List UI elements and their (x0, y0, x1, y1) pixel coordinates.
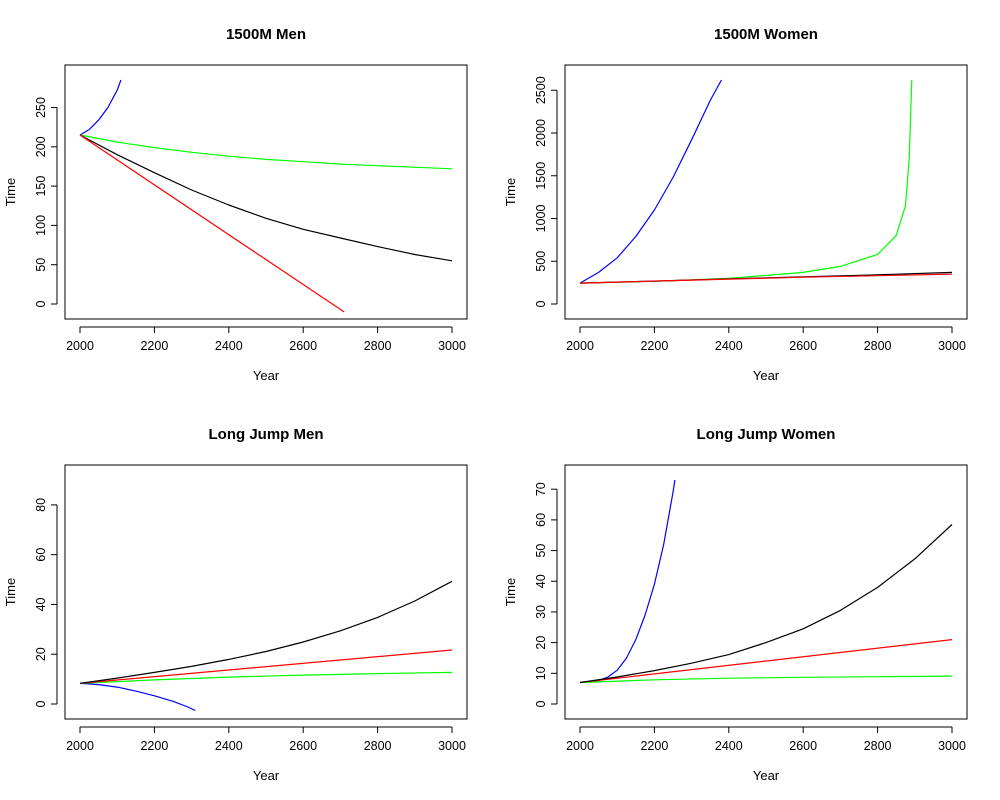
chart-panel-1500m-men: 1500M Men 2000 2200 2400 2600 2800 3000 0 50 100… (3, 26, 468, 383)
series-line (579, 79, 913, 284)
chart-title: 1500M Women (714, 26, 818, 43)
chart-title: 1500M Men (226, 26, 306, 43)
y-axis-label: Time (503, 178, 518, 206)
series-line (79, 134, 453, 262)
series-line (79, 649, 453, 684)
x-tick-label: 2800 (364, 739, 392, 753)
series-line (79, 580, 453, 684)
x-tick-label: 2800 (864, 339, 892, 353)
x-tick-label: 2200 (640, 339, 668, 353)
y-axis-label: Time (503, 578, 518, 606)
x-tick-label: 2400 (215, 739, 243, 753)
x-axis-label: Year (753, 768, 780, 783)
y-tick-label: 150 (34, 176, 48, 197)
y-tick-label: 20 (34, 647, 48, 661)
x-tick-label: 3000 (938, 739, 966, 753)
x-tick-label: 2200 (140, 739, 168, 753)
plot-frame (564, 464, 968, 720)
x-axis-label: Year (253, 368, 280, 383)
y-axis-label: Time (3, 178, 18, 206)
y-tick-label: 50 (534, 544, 548, 558)
axis-ticks: 2000 2200 2400 2600 2800 3000 0 500 1000 1500 2000… (534, 76, 966, 353)
y-tick-label: 10 (534, 666, 548, 680)
x-tick-label: 2000 (66, 739, 94, 753)
axis-ticks: 2000 2200 2400 2600 2800 3000 0 20 40 60 80 (34, 498, 466, 753)
y-tick-label: 40 (534, 574, 548, 588)
y-tick-label: 30 (534, 605, 548, 619)
y-tick-label: 0 (534, 700, 548, 707)
series-line (79, 134, 453, 170)
series-line (79, 671, 453, 684)
y-tick-label: 200 (34, 136, 48, 157)
x-tick-label: 2400 (715, 739, 743, 753)
x-tick-label: 2600 (289, 339, 317, 353)
chart-panel-1500m-women: 1500M Women 2000 2200 2400 2600 2800 3000 0 500… (503, 26, 968, 383)
y-tick-label: 250 (34, 97, 48, 118)
chart-panel-long-jump-men: Long Jump Men 2000 2200 2400 2600 2800 300002… (3, 426, 468, 783)
axis-ticks: 2000 2200 2400 2600 2800 3000 0 50 100 150 200 250 (34, 97, 466, 353)
y-tick-label: 70 (534, 482, 548, 496)
x-tick-label: 2400 (715, 339, 743, 353)
axis-ticks: 2000 2200 2400 2600 2800 3000 0 10 20 30 40 50 60 70 (534, 482, 966, 753)
y-tick-label: 0 (34, 700, 48, 707)
y-tick-label: 50 (34, 258, 48, 272)
x-tick-label: 2400 (215, 339, 243, 353)
chart-title: Long Jump Men (209, 426, 324, 443)
series-line (79, 79, 122, 136)
y-tick-label: 100 (34, 215, 48, 236)
plot-frame (64, 64, 468, 320)
x-axis-label: Year (253, 768, 280, 783)
x-tick-label: 2000 (66, 339, 94, 353)
y-tick-label: 40 (34, 597, 48, 611)
x-tick-label: 3000 (438, 739, 466, 753)
series-line (79, 134, 345, 313)
x-axis-label: Year (753, 368, 780, 383)
x-tick-label: 2600 (289, 739, 317, 753)
y-tick-label: 80 (34, 498, 48, 512)
chart-title: Long Jump Women (697, 426, 836, 443)
series-lines (79, 580, 453, 712)
x-tick-label: 2600 (789, 339, 817, 353)
series-line (79, 682, 196, 712)
y-tick-label: 500 (534, 251, 548, 272)
y-axis-label: Time (3, 578, 18, 606)
series-lines (579, 79, 953, 284)
x-tick-label: 2600 (789, 739, 817, 753)
y-tick-label: 60 (34, 548, 48, 562)
x-tick-label: 2800 (864, 739, 892, 753)
y-tick-label: 2000 (534, 119, 548, 147)
x-tick-label: 2200 (640, 739, 668, 753)
y-tick-label: 60 (534, 513, 548, 527)
y-tick-label: 0 (534, 300, 548, 307)
x-tick-label: 3000 (938, 339, 966, 353)
y-tick-label: 0 (34, 300, 48, 307)
plot-frame (564, 64, 968, 320)
y-tick-label: 1500 (534, 162, 548, 190)
series-lines (579, 479, 953, 684)
series-line (579, 675, 953, 684)
x-tick-label: 2800 (364, 339, 392, 353)
plot-frame (64, 464, 468, 720)
series-line (579, 273, 953, 284)
x-tick-label: 3000 (438, 339, 466, 353)
series-line (579, 524, 953, 684)
y-tick-label: 20 (534, 636, 548, 650)
y-tick-label: 2500 (534, 76, 548, 104)
series-line (579, 79, 722, 284)
x-tick-label: 2000 (566, 339, 594, 353)
y-tick-label: 1000 (534, 205, 548, 233)
series-lines (79, 79, 453, 313)
x-tick-label: 2200 (140, 339, 168, 353)
series-line (579, 639, 953, 684)
chart-panel-long-jump-women: Long Jump Women 2000 2200 2400 2600 2800 3000… (503, 426, 968, 783)
series-line (579, 479, 676, 684)
x-tick-label: 2000 (566, 739, 594, 753)
